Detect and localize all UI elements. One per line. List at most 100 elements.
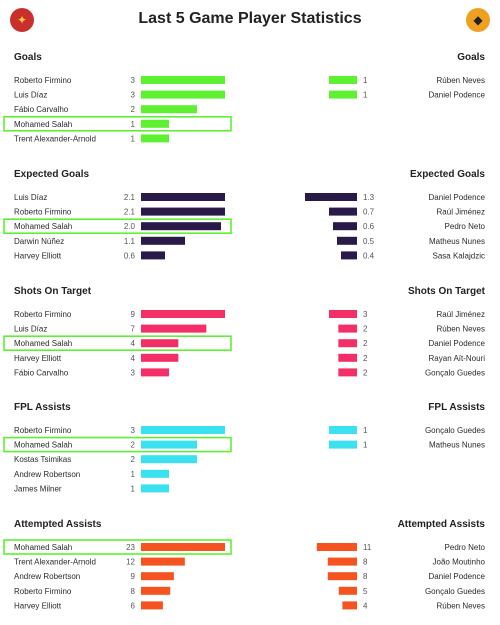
stat-bar xyxy=(141,222,221,231)
player-name: Mohamed Salah xyxy=(14,120,72,129)
player-name: Trent Alexander-Arnold xyxy=(14,134,96,143)
stat-bar xyxy=(141,572,174,581)
stat-bar xyxy=(316,543,357,551)
player-name: Roberto Firmino xyxy=(14,426,72,435)
stat-value: 2 xyxy=(363,368,368,377)
stat-value: 23 xyxy=(126,543,135,552)
stat-value: 2.1 xyxy=(124,208,136,217)
stat-value: 1 xyxy=(363,76,368,85)
stat-value: 3 xyxy=(131,91,136,100)
section-title: Goals xyxy=(14,52,42,63)
player-name: Roberto Firmino xyxy=(14,310,72,319)
stat-value: 12 xyxy=(126,558,135,567)
player-name: Sasa Kalajdzic xyxy=(433,251,485,260)
player-name: Roberto Firmino xyxy=(14,76,72,85)
player-name: Daniel Podence xyxy=(429,193,486,202)
player-name: Luis Díaz xyxy=(14,325,47,334)
liverpool-crest-icon: ✦ xyxy=(10,8,34,32)
stat-bar xyxy=(333,222,357,231)
section-title: FPL Assists xyxy=(428,402,485,413)
page-title: Last 5 Game Player Statistics xyxy=(138,10,362,27)
stat-bar xyxy=(141,586,171,595)
stat-bar xyxy=(141,236,185,245)
stat-value: 2 xyxy=(363,339,368,348)
player-name: Matheus Nunes xyxy=(429,237,485,246)
stat-value: 7 xyxy=(131,325,136,334)
stat-value: 8 xyxy=(131,587,136,596)
player-name: Daniel Podence xyxy=(429,339,486,348)
section-title: Expected Goals xyxy=(14,169,89,180)
stat-value: 2 xyxy=(363,325,368,334)
stat-value: 2.1 xyxy=(124,193,136,202)
stat-value: 0.6 xyxy=(124,251,136,260)
player-name: Pedro Neto xyxy=(445,222,486,231)
stat-bar xyxy=(141,455,197,464)
section-title: Attempted Assists xyxy=(398,519,486,530)
stat-value: 2 xyxy=(131,441,136,450)
stat-bar xyxy=(329,76,357,84)
stat-bar xyxy=(329,426,357,434)
stat-bar xyxy=(141,426,225,434)
stat-bar xyxy=(141,105,197,114)
player-name: Rúben Neves xyxy=(437,325,485,334)
highlight-box xyxy=(3,335,232,352)
stat-value: 5 xyxy=(363,587,368,596)
stat-value: 9 xyxy=(131,310,136,319)
stat-bar xyxy=(141,76,225,84)
stat-value: 3 xyxy=(131,76,136,85)
stat-bar xyxy=(141,310,225,318)
stat-bar xyxy=(341,251,357,260)
player-name: Matheus Nunes xyxy=(429,441,485,450)
stat-bar xyxy=(329,207,357,216)
player-name: Harvey Elliott xyxy=(14,354,62,363)
player-name: Mohamed Salah xyxy=(14,543,72,552)
stat-value: 1 xyxy=(363,91,368,100)
section-title: Expected Goals xyxy=(410,169,485,180)
stat-value: 2 xyxy=(131,455,136,464)
stat-bar xyxy=(141,543,225,551)
stat-bar xyxy=(337,236,357,245)
stat-value: 3 xyxy=(131,368,136,377)
stat-value: 0.4 xyxy=(363,251,375,260)
stat-value: 1 xyxy=(131,134,136,143)
stat-value: 1 xyxy=(131,120,136,129)
stat-value: 1 xyxy=(131,484,136,493)
stat-bar xyxy=(141,601,163,610)
stat-bar xyxy=(141,484,169,493)
player-name: Roberto Firmino xyxy=(14,587,72,596)
stat-value: 0.7 xyxy=(363,208,375,217)
player-name: Luis Díaz xyxy=(14,193,47,202)
stat-bar xyxy=(141,134,169,143)
highlight-box xyxy=(3,218,232,234)
player-name: Luis Díaz xyxy=(14,91,47,100)
player-name: Raúl Jiménez xyxy=(437,310,485,319)
player-name: Fábio Carvalho xyxy=(14,368,69,377)
player-name: Kostas Tsimikas xyxy=(14,455,71,464)
player-name: Rúben Neves xyxy=(437,601,485,610)
stat-value: 11 xyxy=(363,543,372,552)
stat-bar xyxy=(141,251,165,260)
stat-value: 0.5 xyxy=(363,237,375,246)
highlight-box xyxy=(3,116,232,132)
stat-value: 8 xyxy=(363,558,368,567)
player-name: Andrew Robertson xyxy=(14,470,80,479)
player-name: Roberto Firmino xyxy=(14,208,72,217)
stat-bar xyxy=(327,557,357,566)
stat-value: 2 xyxy=(363,354,368,363)
section-title: Shots On Target xyxy=(408,286,486,297)
section-title: FPL Assists xyxy=(14,402,71,413)
stat-bar xyxy=(338,324,357,333)
stat-bar xyxy=(141,324,207,333)
player-name: Andrew Robertson xyxy=(14,572,80,581)
stat-value: 6 xyxy=(131,601,136,610)
stat-value: 0.6 xyxy=(363,222,375,231)
stat-value: 4 xyxy=(363,601,368,610)
stat-value: 3 xyxy=(363,310,368,319)
stat-value: 1 xyxy=(363,441,368,450)
stat-bar xyxy=(338,339,357,348)
player-name: Gonçalo Guedes xyxy=(425,368,485,377)
stat-bar xyxy=(329,440,357,449)
stat-bar xyxy=(141,90,225,99)
stat-bar xyxy=(342,601,357,610)
